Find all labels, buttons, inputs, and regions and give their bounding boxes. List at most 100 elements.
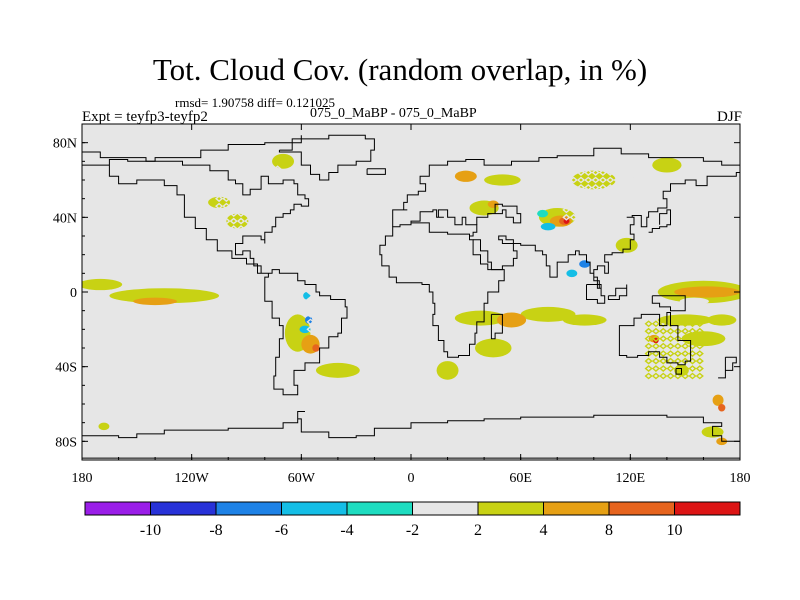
hatch-mark [598,169,608,176]
hatch-mark [229,202,238,210]
hatch-mark [266,232,275,240]
hatch-mark [313,303,322,311]
contour-blob-73 [208,196,231,208]
hatch-mark [628,184,637,191]
contour-blob-20 [474,338,512,358]
contour-blob-42 [540,222,556,231]
hatch-mark [651,357,661,365]
hatch-mark [342,310,352,318]
contour-blob-67 [140,168,170,184]
hatch-mark [644,327,653,335]
hatch-mark [214,202,224,210]
y-tick-label: 40S [55,361,77,376]
y-tick-label: 0 [70,286,77,301]
contour-blob-33 [429,297,466,317]
x-axis: 180 120W 60W 0 60E 120E 180 [72,124,751,486]
hatch-mark [335,325,344,333]
hatch-mark [273,217,282,225]
hatch-mark [229,195,238,203]
x-tick-label: 120W [175,471,210,486]
hatch-mark [244,172,253,180]
hatch-mark [659,342,668,350]
hatch-mark [258,210,268,218]
y-axis: 80N 40N 0 40S 80S [53,123,740,461]
hatch-mark [222,195,231,203]
hatch-mark [258,225,268,232]
experiment-names-label: 075_0_MaBP - 075_0_MaBP [310,106,477,121]
contour-blob-27 [299,325,311,334]
coastline-6 [490,313,503,340]
coastline-10 [586,284,606,304]
hatch-mark [258,232,268,240]
hatch-mark [342,296,352,303]
contour-blob-60 [718,404,726,412]
hatch-region-1 [562,154,651,221]
hatch-mark [688,350,697,358]
hatch-mark [576,191,586,199]
hatch-mark [620,191,629,199]
hatch-mark [244,210,253,218]
hatch-mark [214,210,224,218]
hatch-mark [342,325,352,333]
hatch-mark [695,372,704,380]
contour-blob-55 [621,355,658,378]
hatch-mark [642,191,651,199]
hatch-mark [598,206,608,214]
stats-label: rmsd= 1.90758 diff= 0.121025 [175,95,335,110]
hatch-mark [688,357,697,365]
coastline-0 [82,135,302,162]
hatch-mark [651,320,661,328]
hatch-mark [328,318,337,326]
hatch-mark [335,288,344,296]
hatch-mark [673,342,682,350]
hatch-mark [222,187,231,195]
hatch-mark [628,154,637,162]
hatch-mark [306,310,315,318]
y-tick-label: 80S [55,435,77,450]
hatch-mark [266,195,275,203]
hatch-mark [642,161,651,169]
hatch-mark [606,198,615,206]
hatch-mark [635,184,644,191]
hatch-mark [681,372,690,380]
hatch-mark [642,213,651,221]
contour-blob-43 [537,209,549,218]
hatch-mark [673,327,682,335]
hatch-mark [659,365,668,372]
hatch-mark [569,184,578,191]
hatch-mark [591,169,600,176]
hatch-mark [644,320,653,328]
hatch-mark [321,303,330,311]
hatch-mark [569,206,578,214]
hatch-mark [214,172,224,180]
hatch-mark [258,195,268,203]
hatch-mark [321,288,330,296]
hatch-mark [251,180,260,188]
hatch-mark [651,327,661,335]
hatch-mark [613,206,622,214]
hatch-mark [229,172,238,180]
hatch-mark [666,327,675,335]
hatch-mark [258,165,268,173]
hatch-mark [251,195,260,203]
coastline-14 [718,356,737,379]
hatch-mark [321,310,330,318]
hatch-mark [651,365,661,372]
hatch-mark [642,198,651,206]
colorbar-box [150,501,217,516]
hatch-mark [229,232,238,240]
hatch-mark [598,161,608,169]
hatch-mark [620,169,629,176]
hatch-mark [562,213,571,221]
hatch-mark [584,191,593,199]
contour-blob-49 [615,237,638,253]
hatch-mark [620,154,629,162]
hatch-mark [236,202,246,210]
hatch-mark [613,161,622,169]
hatch-mark [562,184,571,191]
hatch-mark [613,213,622,221]
colorbar-label: -8 [209,522,222,539]
hatch-mark [321,296,330,303]
hatch-mark [306,288,315,296]
hatch-mark [598,154,608,162]
